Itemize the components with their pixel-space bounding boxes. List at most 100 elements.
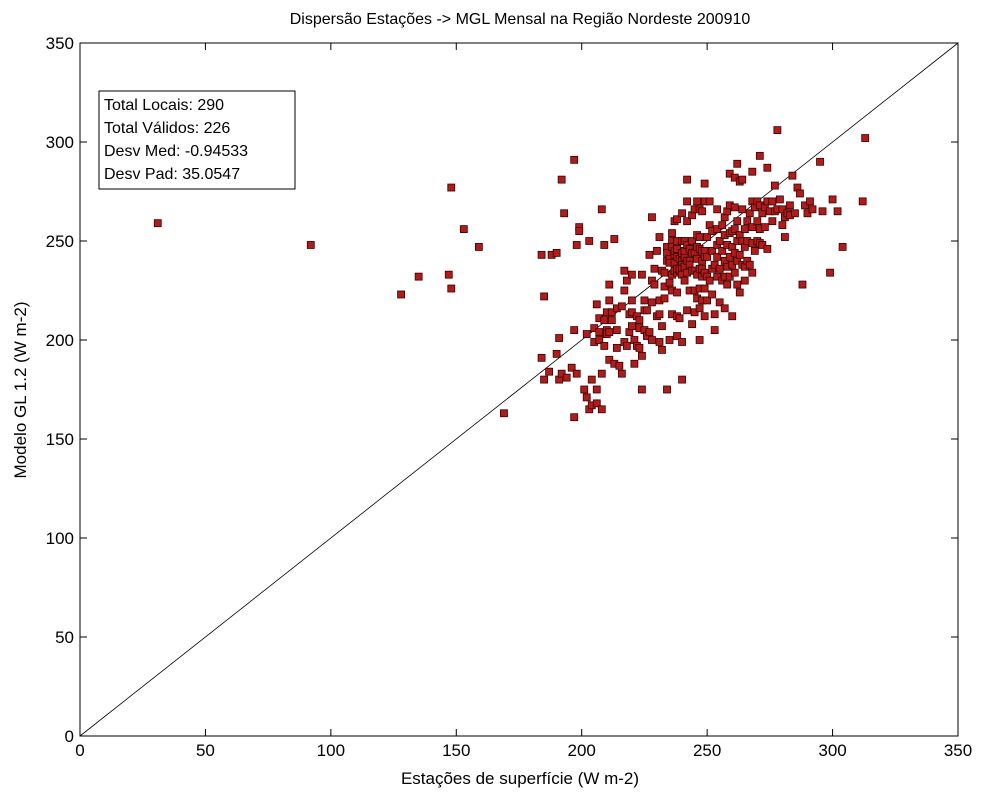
data-point xyxy=(720,304,729,313)
data-point xyxy=(861,134,870,142)
data-point xyxy=(648,298,656,307)
data-point xyxy=(557,175,566,184)
stats-line: Total Válidos: 226 xyxy=(104,120,230,137)
data-point xyxy=(595,336,604,344)
data-point xyxy=(570,413,579,422)
data-point xyxy=(723,280,732,289)
data-point xyxy=(695,233,704,241)
data-point xyxy=(710,310,719,319)
data-point xyxy=(620,266,629,275)
data-point xyxy=(635,344,644,352)
y-tick-label: 100 xyxy=(46,529,74,548)
data-point xyxy=(537,353,546,362)
data-point xyxy=(713,225,722,234)
data-point xyxy=(703,296,712,305)
y-tick-label: 50 xyxy=(55,628,74,647)
data-point xyxy=(592,399,601,408)
data-points xyxy=(153,126,870,422)
x-tick-label: 300 xyxy=(818,741,846,760)
data-point xyxy=(733,280,742,289)
data-point xyxy=(545,367,554,376)
x-tick-label: 0 xyxy=(75,741,84,760)
data-point xyxy=(572,241,581,249)
data-point xyxy=(653,246,661,255)
data-point xyxy=(743,217,752,226)
data-point xyxy=(397,290,405,299)
x-tick-label: 350 xyxy=(944,741,972,760)
data-point xyxy=(735,288,744,297)
data-point xyxy=(617,369,626,378)
data-point xyxy=(735,250,744,259)
data-point xyxy=(600,241,609,249)
data-point xyxy=(703,233,712,241)
data-point xyxy=(648,213,656,222)
data-point xyxy=(683,306,691,315)
data-point xyxy=(630,359,639,368)
data-point xyxy=(748,167,757,176)
data-point xyxy=(663,385,671,394)
data-point xyxy=(798,280,807,289)
x-tick-label: 250 xyxy=(693,741,721,760)
data-point xyxy=(555,334,564,342)
stats-line: Total Locais: 290 xyxy=(104,97,224,114)
data-point xyxy=(733,159,742,168)
data-point xyxy=(537,250,546,259)
data-point xyxy=(617,302,626,311)
data-point xyxy=(658,345,666,354)
data-point xyxy=(580,385,589,394)
data-point xyxy=(627,322,636,331)
data-point xyxy=(673,215,681,224)
chart-title: Dispersão Estações -> MGL Mensal na Regi… xyxy=(290,11,751,28)
data-point xyxy=(592,385,601,394)
x-tick-label: 100 xyxy=(317,741,345,760)
data-point xyxy=(725,272,734,281)
data-point xyxy=(552,349,561,358)
data-point xyxy=(730,173,739,182)
data-point xyxy=(688,320,696,329)
data-point xyxy=(540,292,548,301)
data-point xyxy=(560,209,569,218)
data-point xyxy=(567,363,576,372)
data-point xyxy=(770,181,779,190)
data-point xyxy=(683,175,691,184)
data-point xyxy=(828,195,837,204)
data-point xyxy=(688,237,696,245)
data-point xyxy=(622,342,631,350)
identity-reference-line xyxy=(79,42,959,737)
data-point xyxy=(605,328,614,336)
data-point xyxy=(552,248,561,257)
data-point xyxy=(768,197,777,206)
data-point xyxy=(763,245,772,253)
data-point xyxy=(700,312,709,321)
data-point xyxy=(655,310,664,319)
data-point xyxy=(610,235,619,243)
data-point xyxy=(607,308,616,317)
data-point xyxy=(540,375,548,384)
x-axis: 0 50 100 150 200 250 300 350 xyxy=(75,43,972,760)
data-point xyxy=(474,243,483,251)
data-point xyxy=(698,207,707,216)
data-point xyxy=(570,326,579,335)
x-axis-label: Estações de superfície (W m-2) xyxy=(401,769,639,788)
data-point xyxy=(858,197,867,206)
data-point xyxy=(650,280,659,289)
data-point xyxy=(582,393,591,402)
data-point xyxy=(500,409,508,418)
y-tick-label: 150 xyxy=(46,430,74,449)
data-point xyxy=(715,264,724,273)
data-point xyxy=(718,221,727,230)
data-point xyxy=(718,246,727,255)
data-point xyxy=(645,250,654,259)
data-point xyxy=(590,324,599,333)
data-point xyxy=(665,336,674,344)
stats-box-frame xyxy=(98,90,296,190)
data-point xyxy=(801,201,809,210)
data-point xyxy=(693,197,702,206)
data-point xyxy=(668,229,676,237)
data-point xyxy=(683,197,691,206)
data-point xyxy=(700,284,709,293)
data-point xyxy=(748,223,757,232)
stats-line: Desv Med: -0.94533 xyxy=(104,143,248,160)
data-point xyxy=(627,308,636,317)
